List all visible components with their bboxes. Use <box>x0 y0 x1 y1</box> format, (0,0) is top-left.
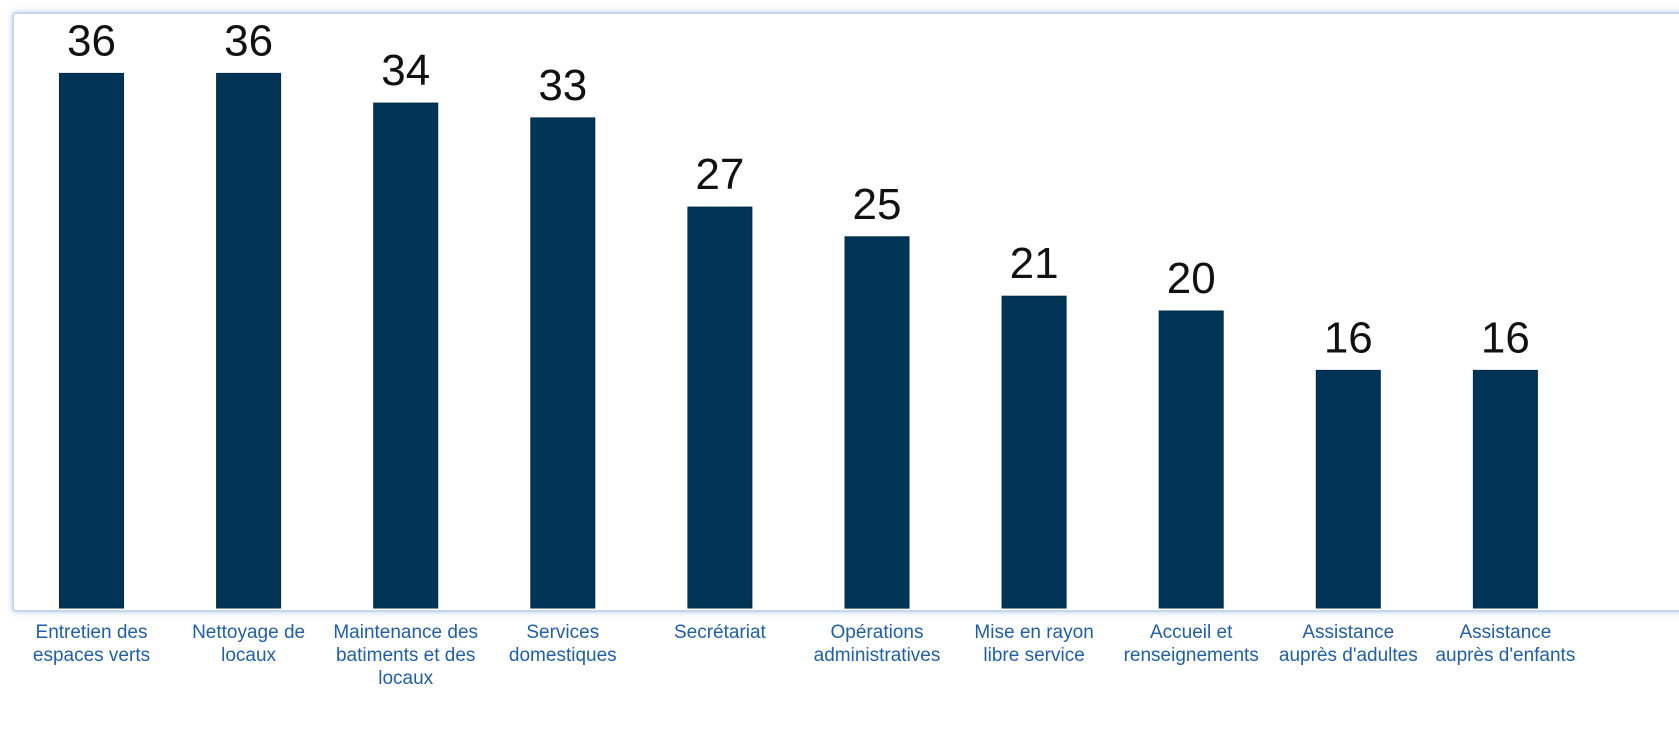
category-label-line: Assistance <box>1302 622 1394 643</box>
value-label-7: 20 <box>1167 254 1216 303</box>
value-label-6: 21 <box>1010 239 1059 288</box>
category-label-line: batiments et des <box>336 645 475 666</box>
category-label-6: Mise en rayon libre service <box>974 622 1093 666</box>
value-label-5: 25 <box>853 180 902 229</box>
bar-6 <box>1001 295 1067 609</box>
category-label-1: Nettoyage de locaux <box>192 622 305 666</box>
category-label-line: Nettoyage de <box>192 622 305 643</box>
category-label-line: espaces verts <box>33 645 150 666</box>
category-label-line: Opérations <box>831 622 924 643</box>
category-label-line: domestiques <box>509 645 617 666</box>
category-label-line: Maintenance des <box>333 622 478 643</box>
category-label-2: Maintenance des batiments et des locaux <box>333 622 478 689</box>
value-label-9: 16 <box>1481 313 1530 362</box>
bar-5 <box>844 236 910 609</box>
category-label-line: Secrétariat <box>674 622 767 643</box>
value-label-8: 16 <box>1324 313 1373 362</box>
category-label-line: locaux <box>378 668 433 689</box>
category-label-line: libre service <box>983 645 1084 666</box>
category-label-line: administratives <box>814 645 941 666</box>
category-label-8: Assistance auprès d'adultes <box>1279 622 1418 666</box>
category-label-line: renseignements <box>1124 645 1259 666</box>
value-label-3: 33 <box>538 61 587 110</box>
bar-3 <box>530 117 596 609</box>
bar-1 <box>216 72 282 609</box>
bar-2 <box>373 102 439 609</box>
category-label-line: Services <box>526 622 599 643</box>
bar-0 <box>59 72 124 609</box>
value-label-2: 34 <box>381 46 430 95</box>
category-label-line: Mise en rayon <box>974 622 1093 643</box>
category-label-line: locaux <box>221 645 276 666</box>
category-label-0: Entretien des espaces verts <box>33 622 150 666</box>
category-label-9: Assistance auprès d'enfants <box>1435 622 1575 666</box>
category-label-line: auprès d'enfants <box>1435 645 1575 666</box>
bar-8 <box>1315 369 1381 609</box>
value-label-4: 27 <box>695 150 744 199</box>
bar-7 <box>1158 310 1224 609</box>
category-label-line: Assistance <box>1459 622 1551 643</box>
category-label-line: auprès d'adultes <box>1279 645 1418 666</box>
value-label-0: 36 <box>67 16 116 65</box>
category-label-4: Secrétariat <box>674 622 767 643</box>
category-label-5: Opérations administratives <box>814 622 941 666</box>
value-label-1: 36 <box>224 16 273 65</box>
category-label-line: Accueil et <box>1150 622 1233 643</box>
bar-9 <box>1472 369 1538 609</box>
category-label-7: Accueil et renseignements <box>1124 622 1259 666</box>
category-label-line: Entretien des <box>36 622 148 643</box>
bar-4 <box>687 206 753 609</box>
category-label-3: Services domestiques <box>509 622 617 666</box>
